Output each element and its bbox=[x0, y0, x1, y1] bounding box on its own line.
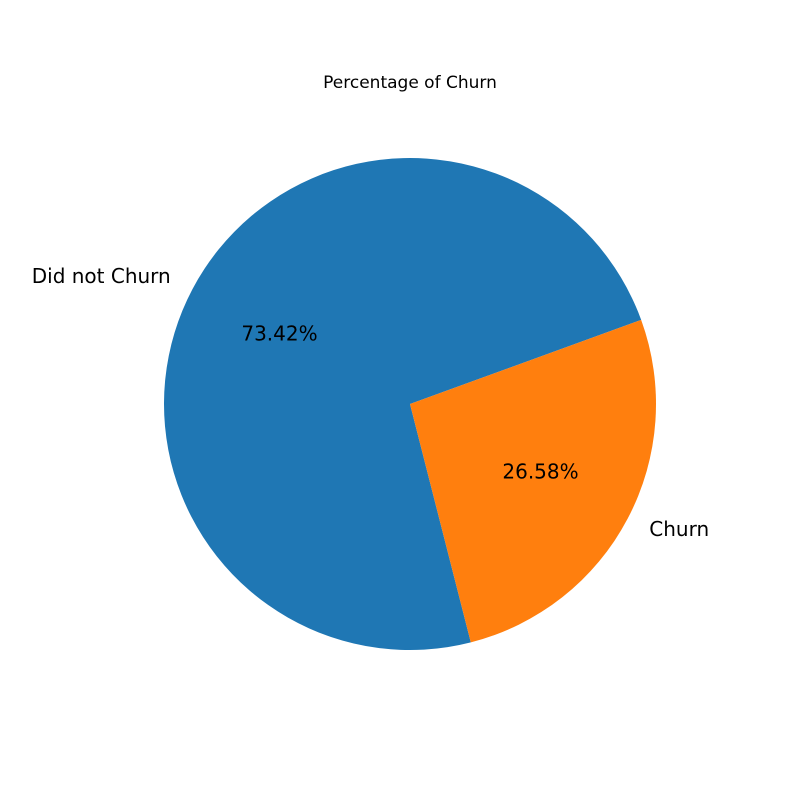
pie-labels: Did not Churn 73.42% Churn 26.58% bbox=[32, 264, 709, 541]
category-label: Churn bbox=[649, 517, 709, 541]
percentage-label: 73.42% bbox=[241, 322, 317, 346]
pie-slice-churn bbox=[410, 319, 656, 643]
category-label: Did not Churn bbox=[32, 264, 171, 288]
pie-slices bbox=[163, 158, 656, 651]
percentage-label: 26.58% bbox=[502, 459, 578, 483]
pie-slice-did-not-churn bbox=[163, 158, 642, 651]
chart-title: Percentage of Churn bbox=[323, 73, 497, 93]
